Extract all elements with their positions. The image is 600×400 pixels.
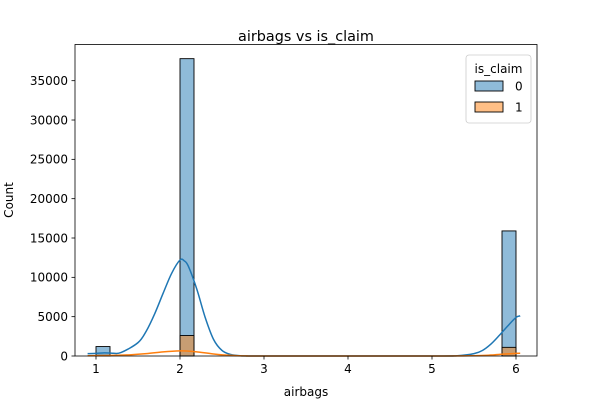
legend-title: is_claim <box>475 62 523 76</box>
x-tick-label: 5 <box>428 362 436 376</box>
y-tick-label: 20000 <box>30 192 68 206</box>
legend-entries: 01 <box>474 80 523 115</box>
kde-layer <box>87 258 521 357</box>
histogram-bar <box>179 58 195 357</box>
y-axis-ticks: 0 5000 10000 15000 20000 25000 30000 35000 <box>30 74 75 363</box>
x-tick-label: 2 <box>176 362 184 376</box>
y-tick-label: 35000 <box>30 74 68 88</box>
y-tick-label: 15000 <box>30 231 68 245</box>
histogram-bar <box>501 230 517 357</box>
legend-label: 0 <box>515 80 523 94</box>
plot-frame <box>74 44 538 357</box>
y-tick-label: 10000 <box>30 271 68 285</box>
histogram-bar <box>95 346 111 357</box>
chart-title: airbags vs is_claim <box>238 29 374 45</box>
histogram-bar <box>179 335 195 357</box>
kde-line <box>87 350 521 357</box>
kde-line <box>87 258 521 357</box>
legend-swatch <box>474 101 504 113</box>
y-axis-label: Count <box>2 182 16 218</box>
x-tick-label: 3 <box>260 362 268 376</box>
x-axis-ticks: 1 2 3 4 5 6 <box>92 356 520 376</box>
legend-label: 1 <box>515 101 523 115</box>
legend-swatch <box>474 80 504 92</box>
y-tick-label: 25000 <box>30 153 68 167</box>
y-tick-label: 5000 <box>37 310 68 324</box>
x-tick-label: 6 <box>512 362 520 376</box>
x-tick-label: 4 <box>344 362 352 376</box>
y-tick-label: 0 <box>60 349 68 363</box>
x-axis-label: airbags <box>284 385 328 399</box>
y-tick-label: 30000 <box>30 113 68 127</box>
x-tick-label: 1 <box>92 362 100 376</box>
legend: is_claim 01 <box>465 54 532 124</box>
